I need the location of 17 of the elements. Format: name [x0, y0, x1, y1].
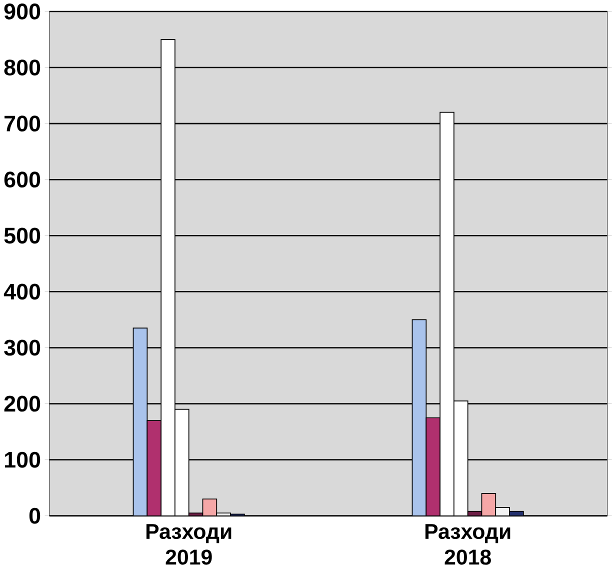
- y-tick-label: 200: [4, 396, 40, 412]
- x-tick-label: Разходи 2019: [146, 524, 232, 565]
- y-tick-label: 600: [4, 172, 40, 188]
- y-tick-label: 300: [4, 340, 40, 356]
- y-tick-label: 100: [4, 452, 40, 468]
- y-tick-label: 500: [4, 228, 40, 244]
- bar: [412, 319, 427, 516]
- y-tick-label: 700: [4, 115, 40, 132]
- y-tick-label: 0: [29, 508, 40, 524]
- bar: [481, 492, 496, 516]
- y-tick-label: 800: [4, 59, 40, 76]
- y-tick-label: 400: [4, 284, 40, 300]
- bar: [426, 417, 440, 516]
- bar: [132, 328, 148, 516]
- x-tick-label: Разходи 2018: [425, 524, 510, 565]
- bar: [146, 420, 162, 516]
- y-tick-label: 900: [4, 3, 40, 20]
